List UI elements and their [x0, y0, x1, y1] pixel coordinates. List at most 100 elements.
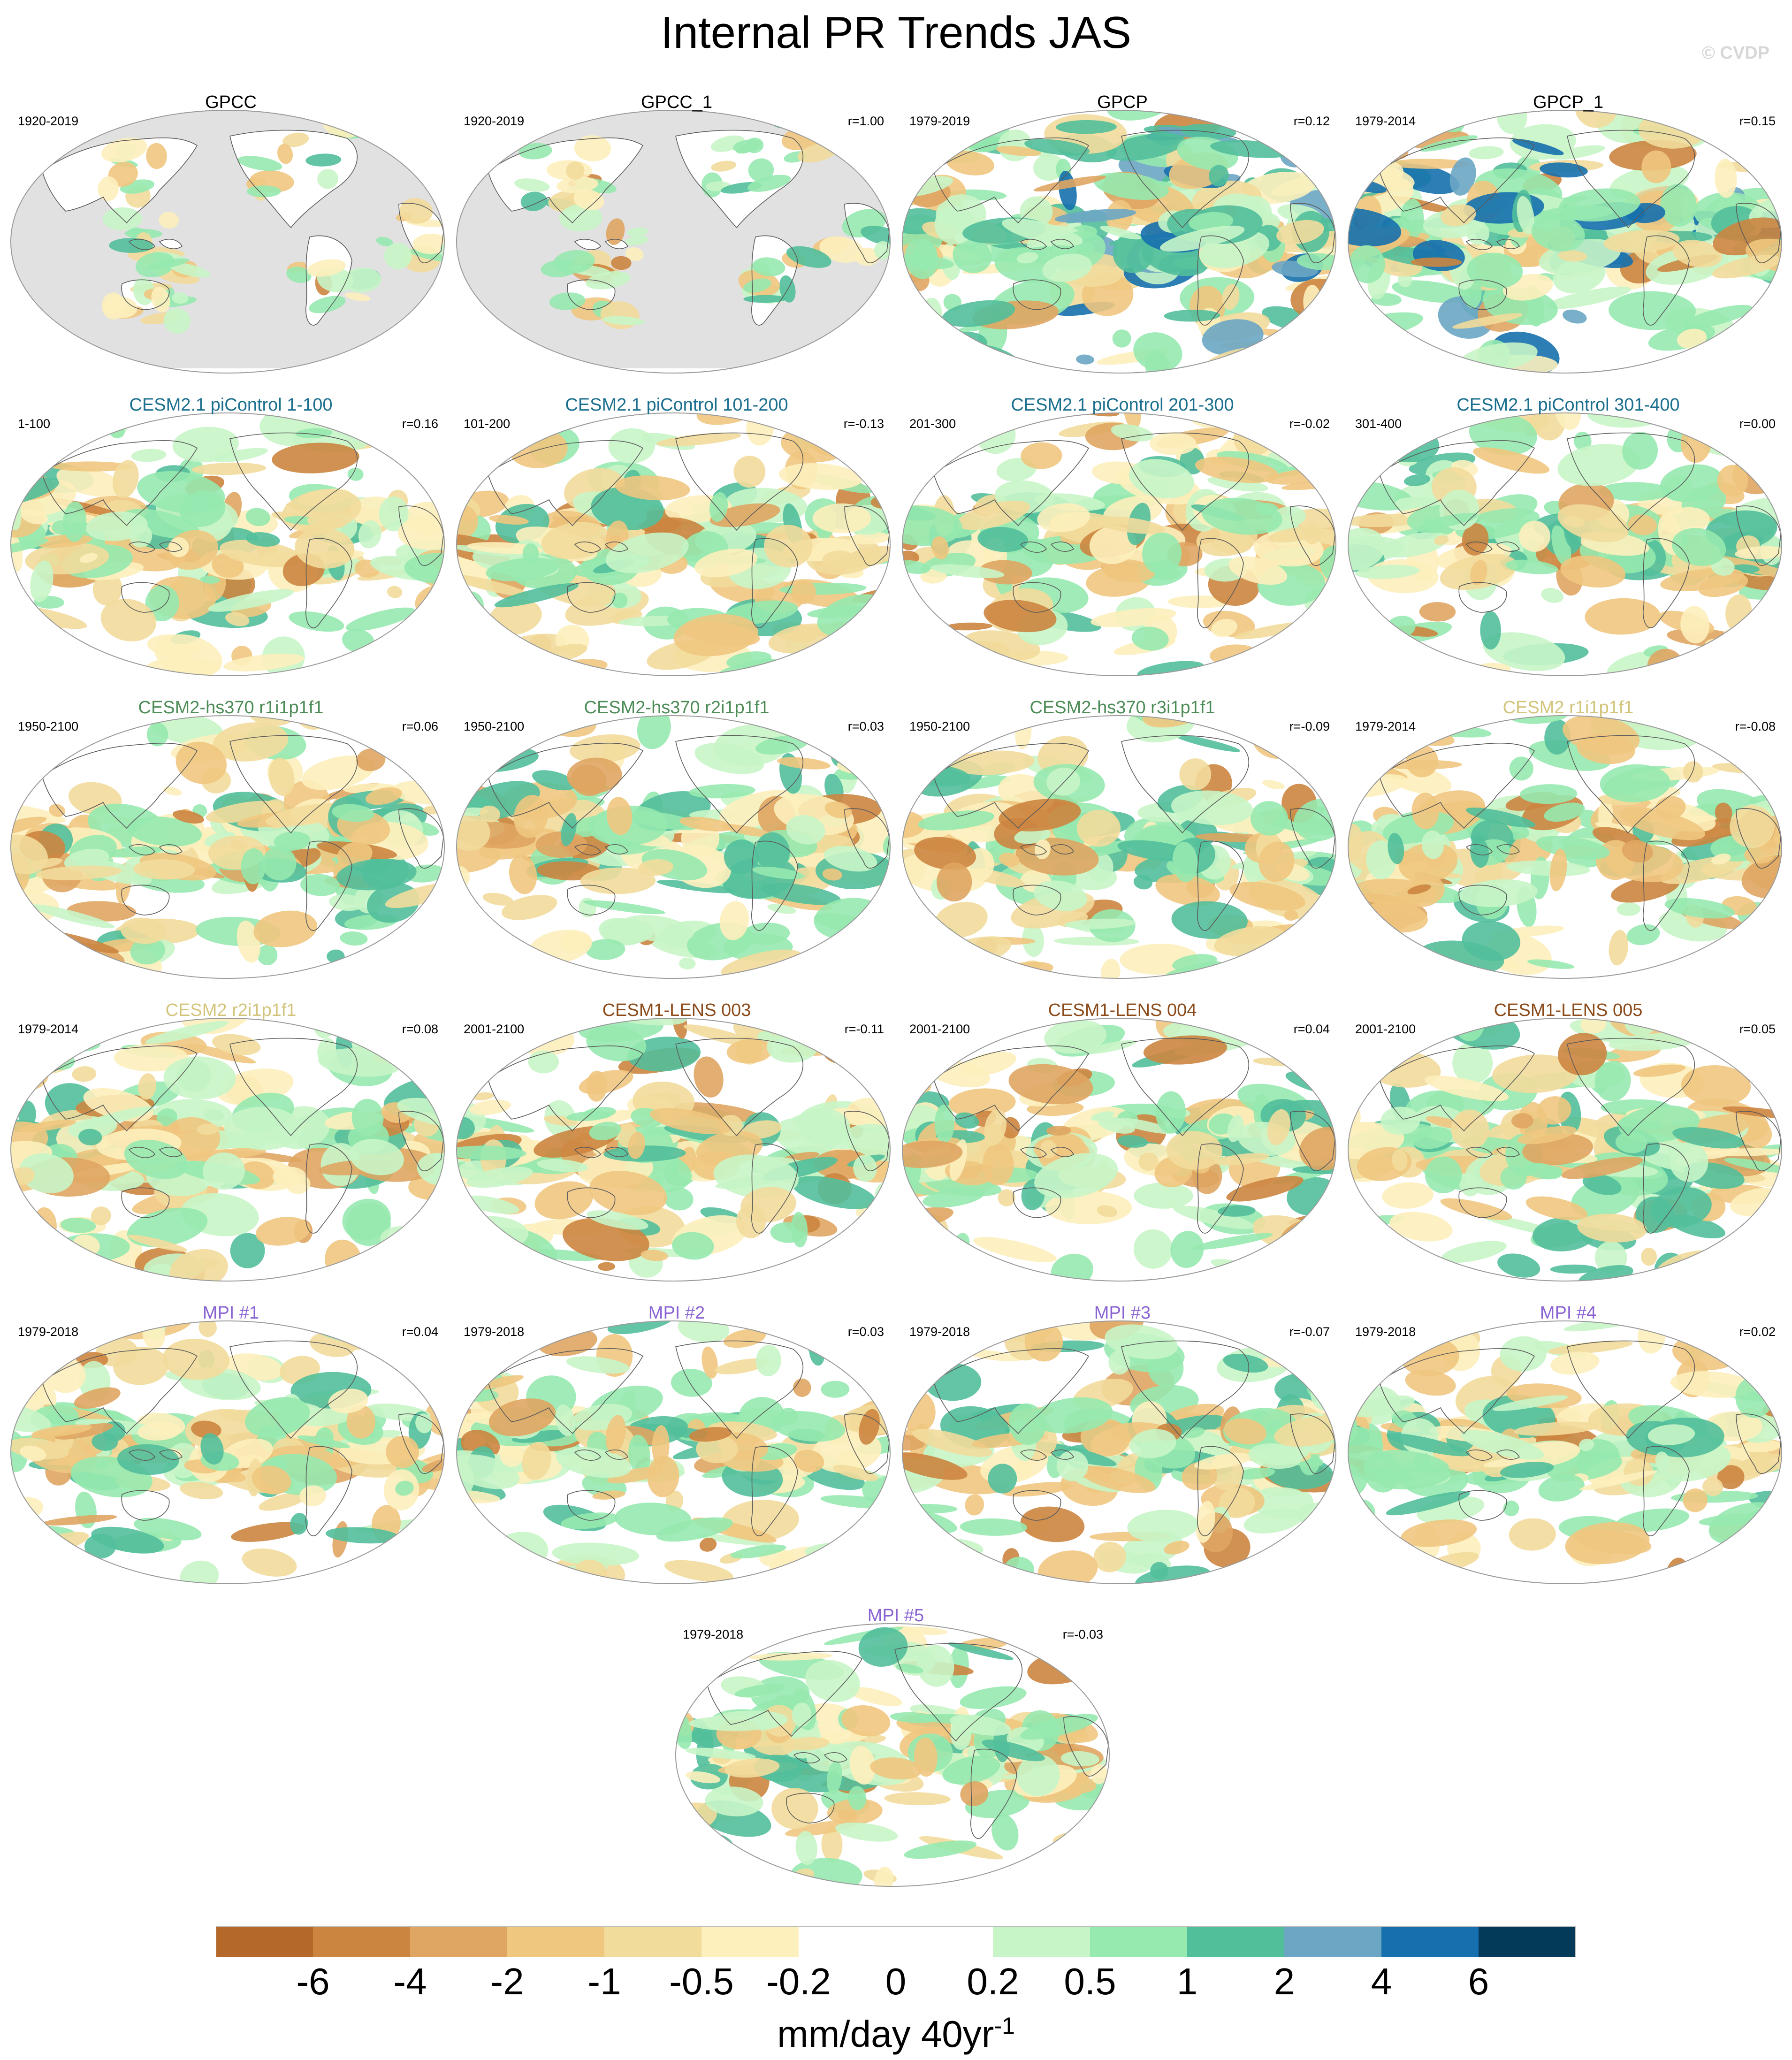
- trend-contour: [1127, 1510, 1198, 1542]
- trend-contour: [310, 1332, 355, 1357]
- trend-contour: [792, 1702, 811, 1727]
- trend-contour: [557, 176, 599, 193]
- coastline: [1736, 1413, 1781, 1474]
- trend-contour: [1531, 215, 1585, 252]
- trend-contour: [1712, 255, 1781, 279]
- trend-contour: [694, 743, 764, 774]
- trend-contour: [273, 1167, 306, 1187]
- trend-contour: [767, 904, 797, 914]
- trend-contour: [336, 859, 417, 891]
- trend-contour: [400, 198, 433, 224]
- coastline: [488, 743, 644, 829]
- trend-contour: [1172, 841, 1198, 882]
- trend-contour: [638, 859, 674, 876]
- trend-contour: [1647, 1424, 1695, 1445]
- trend-contour: [1253, 1057, 1300, 1066]
- trend-contour: [771, 1788, 818, 1829]
- trend-contour: [1037, 503, 1090, 533]
- colorbar-swatch: [993, 1926, 1090, 1957]
- trend-contour: [920, 569, 947, 584]
- trend-contour: [1763, 622, 1782, 648]
- trend-contour: [663, 1187, 694, 1211]
- trend-contour: [1224, 1418, 1267, 1445]
- trend-contour: [480, 805, 501, 823]
- trend-contour: [937, 862, 972, 902]
- trend-contour: [859, 1409, 880, 1445]
- coastline: [1567, 130, 1695, 229]
- trend-contour: [1731, 1454, 1782, 1476]
- trend-contour: [755, 832, 790, 871]
- trend-contour: [960, 1518, 1028, 1536]
- trend-contour: [1683, 1488, 1708, 1512]
- map-panel: MPI #5 1979-2018 r=-0.03: [674, 1605, 1117, 1896]
- coastline: [1736, 203, 1781, 263]
- panel-years: 1950-2100: [464, 719, 525, 733]
- trend-contour: [1703, 1545, 1777, 1579]
- trend-contour: [928, 1251, 964, 1281]
- trend-contour: [1243, 1508, 1303, 1534]
- trend-contour: [397, 514, 444, 550]
- trend-contour: [1440, 1198, 1512, 1221]
- trend-contour: [1558, 188, 1640, 222]
- map-outline: [1348, 1018, 1782, 1282]
- trend-contour: [689, 784, 755, 799]
- trend-contour: [142, 1321, 166, 1349]
- colorbar-unit-text: mm/day 40yr: [777, 2013, 994, 2055]
- trend-contour: [469, 1099, 511, 1115]
- trend-contour: [1718, 651, 1738, 676]
- coastline: [1465, 239, 1520, 250]
- trend-contour: [585, 939, 625, 960]
- map-panel: GPCC 1920-2019: [9, 92, 452, 382]
- trend-contour: [408, 249, 444, 262]
- coastline: [1465, 1147, 1520, 1158]
- trend-contour: [1577, 1213, 1647, 1243]
- trend-contour: [356, 748, 386, 771]
- trend-contour: [621, 915, 694, 943]
- panel-title: CESM2.1 piControl 201-300: [1011, 395, 1234, 415]
- trend-contour: [1355, 565, 1420, 579]
- trend-contour: [1683, 761, 1703, 783]
- trend-contour: [938, 656, 975, 676]
- trend-contour: [1105, 1324, 1178, 1359]
- coastline: [844, 505, 890, 566]
- map-panel: CESM2-hs370 r1i1p1f1 1950-2100 r=0.06: [9, 697, 452, 988]
- trend-contour: [231, 1522, 305, 1542]
- trend-contour: [904, 1840, 977, 1859]
- coastline: [1020, 1450, 1075, 1461]
- trend-contour: [522, 1442, 551, 1480]
- trend-contour: [896, 1663, 923, 1674]
- trend-contour: [342, 1198, 391, 1241]
- coastline: [305, 840, 352, 931]
- trend-contour: [797, 1107, 851, 1146]
- trend-contour: [340, 931, 368, 946]
- trend-contour: [833, 1465, 878, 1481]
- trend-contour: [749, 1652, 833, 1661]
- trend-contour: [272, 443, 359, 473]
- world-map: [10, 412, 445, 676]
- trend-contour: [212, 1034, 261, 1055]
- trend-contour: [457, 1116, 475, 1139]
- trend-contour: [482, 893, 513, 906]
- trend-contour: [1261, 1487, 1302, 1496]
- trend-contour: [1563, 1321, 1640, 1332]
- colorbar-swatch: [799, 1926, 896, 1957]
- trend-contour: [301, 755, 375, 790]
- trend-contour: [1483, 632, 1565, 671]
- trend-contour: [1348, 1499, 1376, 1528]
- map-field: [457, 1018, 890, 1278]
- coastline: [567, 279, 616, 310]
- map-field: [902, 1321, 1336, 1584]
- trend-contour: [1511, 1113, 1533, 1129]
- trend-contour: [25, 858, 62, 870]
- trend-contour: [1441, 204, 1476, 227]
- coastline: [1197, 235, 1244, 326]
- trend-contour: [978, 355, 1014, 373]
- map-outline: [902, 110, 1336, 374]
- trend-contour: [120, 917, 166, 944]
- trend-contour: [586, 1026, 647, 1061]
- panel-title: GPCC: [205, 92, 257, 112]
- trend-contour: [844, 1124, 890, 1161]
- map-panel: MPI #4 1979-2018 r=0.02: [1347, 1302, 1790, 1593]
- coastline: [398, 505, 444, 566]
- trend-contour: [11, 1056, 49, 1092]
